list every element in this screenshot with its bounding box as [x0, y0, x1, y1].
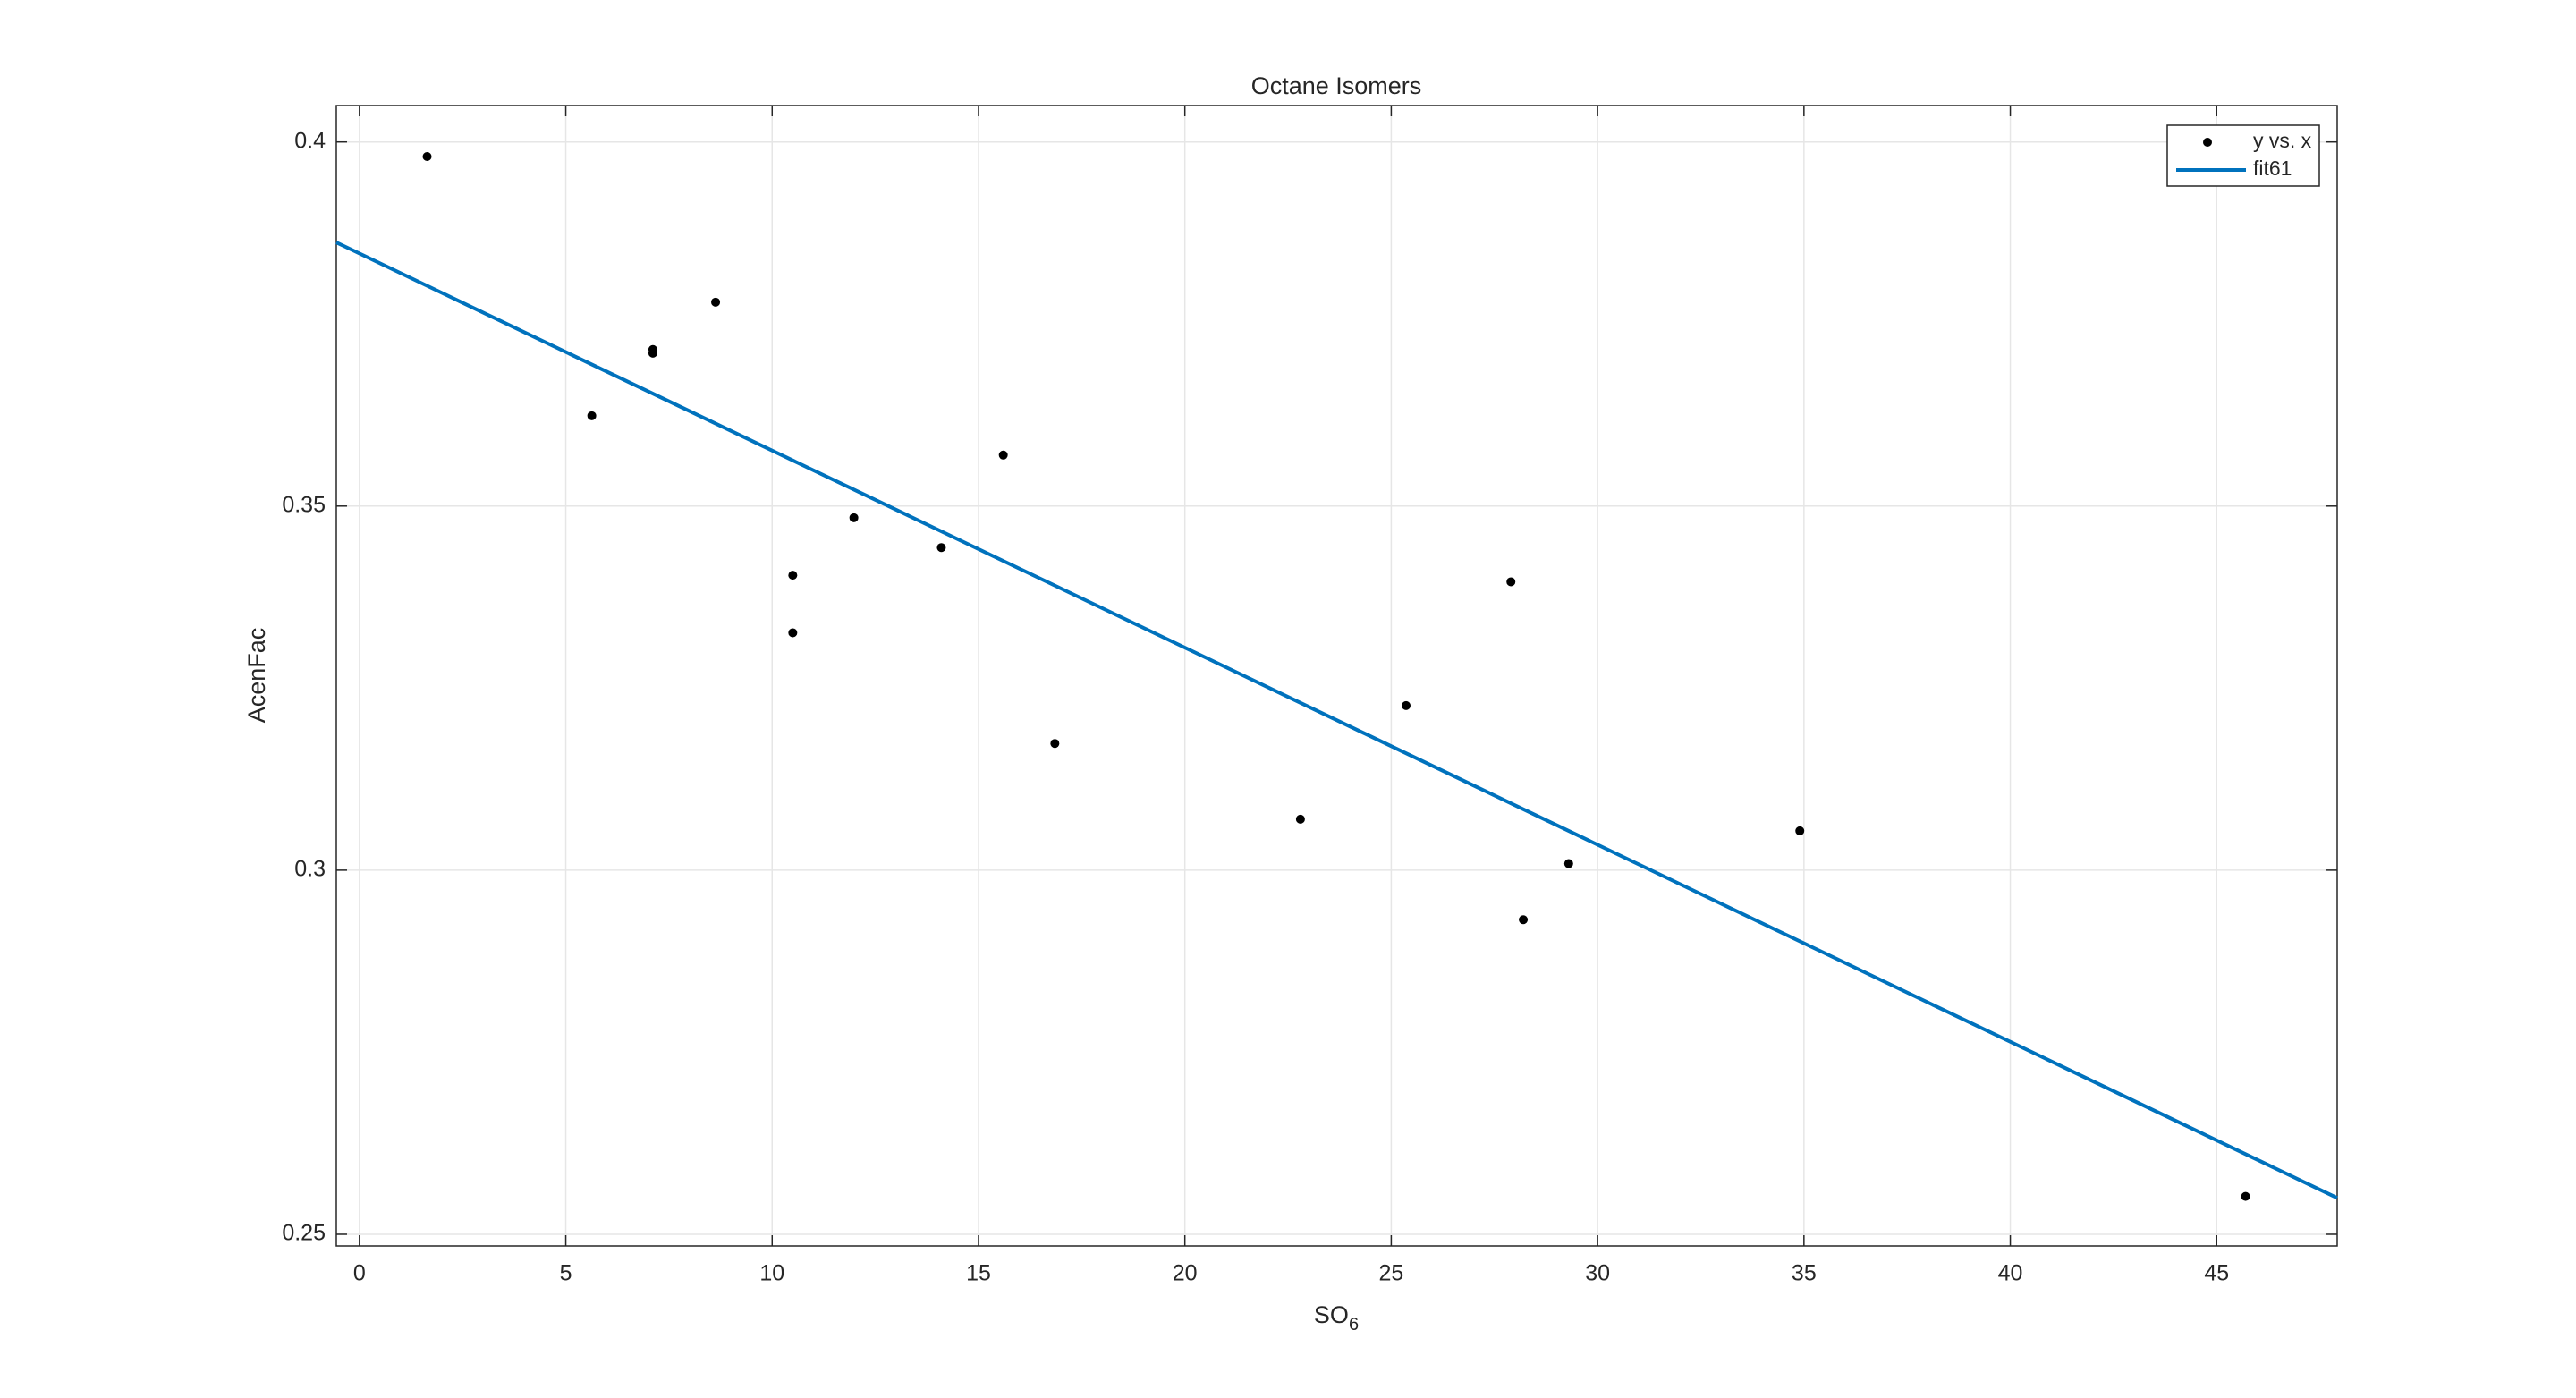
x-tick-label: 15: [966, 1261, 991, 1286]
point: [711, 297, 721, 307]
point: [587, 411, 597, 420]
x-tick-label: 0: [353, 1261, 366, 1286]
point: [1795, 826, 1805, 835]
point: [1402, 700, 1411, 710]
point: [788, 571, 798, 580]
y-tick-label: 0.35: [282, 492, 326, 517]
point: [849, 513, 859, 522]
fit-line: [335, 241, 2338, 1200]
x-tick-label: 5: [560, 1261, 572, 1286]
y-tick-label: 0.4: [294, 128, 326, 153]
x-axis-label-main: SO: [1314, 1301, 1349, 1328]
legend-label: fit61: [2253, 157, 2292, 180]
x-tick-label: 40: [1998, 1261, 2023, 1286]
point: [1563, 859, 1573, 868]
y-tick-label: 0.3: [294, 856, 326, 881]
legend-box: [2166, 124, 2320, 187]
x-tick-label: 35: [1792, 1261, 1817, 1286]
point: [648, 348, 657, 358]
point: [936, 543, 946, 553]
x-tick-label: 25: [1379, 1261, 1404, 1286]
x-axis-label: SO6: [1314, 1301, 1359, 1334]
chart-title: Octane Isomers: [1251, 72, 1422, 99]
point: [998, 450, 1008, 460]
point: [1295, 814, 1305, 824]
point: [2241, 1191, 2250, 1201]
point: [422, 151, 432, 161]
x-tick-label: 10: [759, 1261, 784, 1286]
point: [788, 628, 798, 638]
x-axis-label-subscript: 6: [1349, 1315, 1359, 1334]
point: [1506, 577, 1516, 587]
point: [1050, 739, 1060, 749]
y-tick-label: 0.25: [282, 1221, 326, 1246]
point: [1519, 915, 1529, 925]
y-axis-label: AcenFac: [243, 628, 270, 724]
x-tick-label: 30: [1585, 1261, 1610, 1286]
x-tick-label: 20: [1173, 1261, 1198, 1286]
legend-label: y vs. x: [2253, 129, 2312, 152]
legend-marker: [2203, 138, 2212, 147]
x-tick-label: 45: [2204, 1261, 2229, 1286]
axes-box: [335, 105, 2338, 1247]
